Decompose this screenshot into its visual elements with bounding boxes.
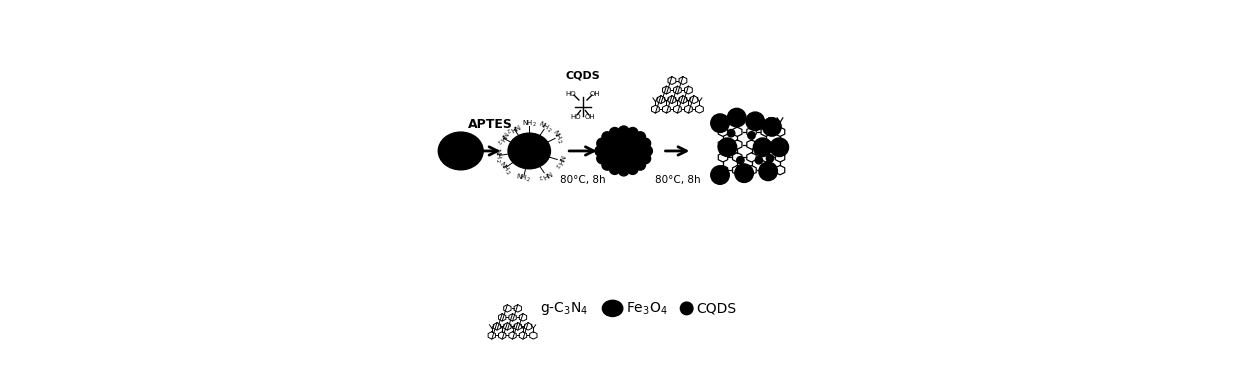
Ellipse shape — [508, 133, 551, 169]
Circle shape — [728, 108, 746, 127]
Circle shape — [770, 138, 789, 156]
Circle shape — [755, 156, 763, 164]
Text: OH: OH — [590, 91, 600, 97]
Circle shape — [610, 164, 620, 174]
Circle shape — [596, 153, 608, 164]
Text: Fe$_3$O$_4$: Fe$_3$O$_4$ — [625, 300, 667, 317]
Circle shape — [610, 127, 620, 138]
Circle shape — [601, 132, 613, 142]
Text: NH$_2$: NH$_2$ — [522, 118, 537, 129]
Text: NH$_2$: NH$_2$ — [552, 152, 567, 169]
Circle shape — [766, 155, 774, 162]
Text: NH$_2$: NH$_2$ — [496, 159, 513, 177]
Circle shape — [619, 126, 629, 136]
Circle shape — [711, 166, 729, 184]
Circle shape — [759, 162, 777, 180]
Text: CQDS: CQDS — [565, 71, 600, 80]
Circle shape — [627, 127, 637, 138]
Circle shape — [681, 302, 693, 315]
Ellipse shape — [603, 300, 622, 317]
Circle shape — [718, 138, 737, 156]
Text: NH$_2$: NH$_2$ — [505, 119, 522, 135]
Circle shape — [601, 160, 613, 170]
Text: HO: HO — [570, 114, 580, 120]
Ellipse shape — [603, 133, 645, 169]
Text: NH$_2$: NH$_2$ — [536, 167, 554, 183]
Text: CQDS: CQDS — [696, 302, 737, 315]
Circle shape — [596, 138, 608, 149]
Circle shape — [748, 132, 755, 139]
Ellipse shape — [438, 132, 484, 170]
Text: APTES: APTES — [467, 118, 513, 130]
Text: g-C$_3$N$_4$: g-C$_3$N$_4$ — [541, 300, 589, 317]
Circle shape — [746, 112, 765, 130]
Circle shape — [635, 132, 646, 142]
Circle shape — [728, 129, 735, 137]
Text: OH: OH — [585, 114, 595, 120]
Circle shape — [619, 165, 629, 176]
Circle shape — [635, 160, 646, 170]
Circle shape — [627, 164, 637, 174]
Text: NH$_2$: NH$_2$ — [549, 128, 565, 146]
Text: 80°C, 8h: 80°C, 8h — [655, 175, 701, 185]
Text: 80°C, 8h: 80°C, 8h — [560, 175, 606, 185]
Circle shape — [640, 138, 651, 149]
Circle shape — [754, 138, 771, 156]
Text: NH$_2$: NH$_2$ — [494, 128, 510, 146]
Circle shape — [711, 114, 729, 132]
Text: NH$_2$: NH$_2$ — [536, 119, 554, 135]
Text: NH$_2$: NH$_2$ — [491, 147, 503, 164]
Circle shape — [640, 153, 651, 164]
Circle shape — [595, 146, 605, 156]
Text: NH$_2$: NH$_2$ — [516, 171, 532, 184]
Circle shape — [735, 164, 754, 182]
Circle shape — [763, 118, 781, 136]
Circle shape — [642, 146, 652, 156]
Text: HO: HO — [565, 91, 577, 97]
Circle shape — [737, 156, 744, 164]
